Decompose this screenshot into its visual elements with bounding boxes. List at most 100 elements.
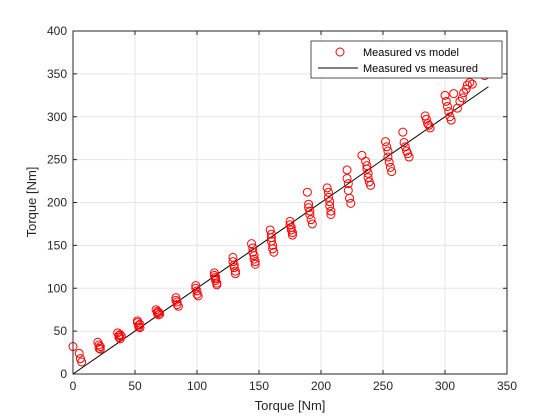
scatter-point [457, 93, 467, 103]
y-tick-label: 100 [47, 281, 67, 295]
x-tick-label: 300 [435, 379, 455, 393]
scatter-point [212, 280, 222, 290]
y-tick-label: 300 [47, 110, 67, 124]
scatter-point [74, 348, 84, 358]
y-axis-label: Torque [Nm] [24, 167, 39, 238]
legend-scatter-marker [335, 47, 345, 57]
x-tick-label: 0 [70, 379, 77, 393]
scatter-point [304, 199, 314, 209]
scatter-point [306, 215, 316, 225]
scatter-point [285, 216, 295, 226]
scatter-point [95, 342, 105, 352]
y-tick-label: 250 [47, 153, 67, 167]
scatter-point [384, 157, 394, 167]
scatter-point [442, 101, 452, 111]
y-tick-label: 150 [47, 238, 67, 252]
scatter-point [440, 90, 450, 100]
x-tick-label: 250 [373, 379, 393, 393]
x-tick-label: 350 [497, 379, 517, 393]
scatter-point [383, 146, 393, 156]
scatter-point [343, 179, 353, 189]
scatter-point [323, 187, 333, 197]
scatter-point [382, 142, 392, 152]
scatter-point [307, 219, 317, 229]
y-tick-label: 50 [54, 324, 68, 338]
scatter-point [193, 291, 203, 301]
scatter-point [383, 152, 393, 162]
scatter-point [325, 197, 335, 207]
scatter-point [325, 201, 335, 211]
scatter-point [421, 114, 431, 124]
scatter-point [362, 164, 372, 174]
scatter-point [467, 79, 477, 89]
legend-item-measured-vs-measured: Measured vs measured [363, 63, 478, 75]
scatter-point [247, 239, 257, 249]
scatter-point [155, 309, 165, 319]
scatter-point [266, 229, 276, 239]
y-tick-label: 400 [47, 24, 67, 38]
scatter-point [230, 266, 240, 276]
scatter-point [287, 230, 297, 240]
scatter-point [342, 165, 352, 175]
scatter-point [444, 107, 454, 117]
scatter-point [441, 96, 451, 106]
x-tick-label: 150 [249, 379, 269, 393]
scatter-point [346, 198, 356, 208]
scatter-point [229, 260, 239, 270]
scatter-point [423, 119, 433, 129]
scatter-point [302, 187, 312, 197]
scatter-point [192, 289, 202, 299]
legend: Measured vs model Measured vs measured [310, 40, 503, 79]
legend-item-measured-vs-model: Measured vs model [363, 47, 459, 59]
x-axis-label: Torque [Nm] [255, 398, 326, 413]
scatter-point [399, 137, 409, 147]
scatter-point [287, 228, 297, 238]
scatter-point [250, 257, 260, 267]
y-tick-label: 350 [47, 67, 67, 81]
scatter-point [171, 293, 181, 303]
scatter-point [192, 286, 202, 296]
scatter-point [94, 340, 104, 350]
scatter-point [345, 193, 355, 203]
scatter-point [249, 251, 259, 261]
scatter-point [380, 137, 390, 147]
scatter-point [462, 80, 472, 90]
scatter-point [95, 344, 105, 354]
scatter-point [385, 162, 395, 172]
scatter-point [465, 77, 475, 87]
scatter-point [305, 206, 315, 216]
scatter-point [269, 247, 279, 257]
axis-ticks: 0 50 100 150 200 250 300 350 0 50 100 150 200 250 300 3… [47, 24, 517, 393]
x-tick-label: 100 [187, 379, 207, 393]
scatter-point [77, 357, 87, 367]
scatter-point [425, 123, 435, 133]
scatter-point [461, 84, 471, 94]
scatter-point [115, 330, 125, 340]
scatter-point [446, 115, 456, 125]
scatter-point [323, 192, 333, 202]
scatter-point [326, 210, 336, 220]
scatter-point [449, 89, 459, 99]
x-tick-label: 50 [128, 379, 142, 393]
scatter-point [230, 269, 240, 279]
scatter-point [94, 343, 104, 353]
scatter-point [154, 307, 164, 317]
scatter-point [154, 310, 164, 320]
scatter-point [387, 167, 397, 177]
scatter-point [363, 168, 373, 178]
scatter-point [173, 301, 183, 311]
scatter-point [116, 331, 126, 341]
scatter-point [191, 281, 201, 291]
scatter-point [342, 173, 352, 183]
y-tick-label: 0 [60, 367, 67, 381]
scatter-point [322, 183, 332, 193]
scatter-point [268, 240, 278, 250]
scatter-point [171, 295, 181, 305]
scatter-point [326, 206, 336, 216]
scatter-point [404, 152, 414, 162]
scatter-point [398, 127, 408, 137]
scatter-point [305, 210, 315, 220]
scatter-point [135, 323, 145, 333]
